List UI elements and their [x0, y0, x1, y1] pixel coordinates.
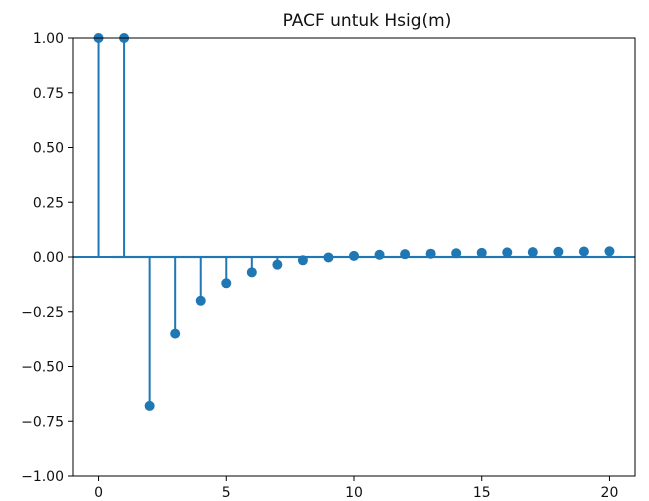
pacf-point — [476, 247, 487, 258]
x-tick-label: 0 — [94, 485, 103, 501]
pacf-point — [425, 248, 436, 259]
pacf-point — [144, 400, 155, 411]
pacf-point — [502, 247, 513, 258]
pacf-point — [604, 246, 615, 257]
pacf-point — [323, 252, 334, 263]
pacf-point — [195, 295, 206, 306]
y-tick-label: 0.75 — [33, 86, 64, 102]
pacf-point — [246, 267, 257, 278]
y-tick-label: −0.50 — [21, 360, 64, 376]
y-tick-label: −0.25 — [21, 305, 64, 321]
pacf-point — [578, 246, 589, 257]
y-tick-label: −0.75 — [21, 414, 64, 430]
pacf-point — [451, 248, 462, 259]
x-tick-label: 5 — [222, 485, 231, 501]
pacf-point — [297, 255, 308, 266]
chart-title: PACF untuk Hsig(m) — [283, 11, 452, 31]
y-tick-label: 0.50 — [33, 141, 64, 157]
pacf-point — [400, 249, 411, 260]
pacf-point — [374, 249, 385, 260]
pacf-point — [221, 278, 232, 289]
x-tick-label: 10 — [345, 485, 363, 501]
marker-layer — [93, 33, 615, 411]
pacf-point — [349, 250, 359, 261]
x-axis-ticks: 0 5 10 15 20 — [94, 476, 618, 501]
x-tick-label: 20 — [601, 485, 619, 501]
stem-layer — [97, 38, 611, 406]
pacf-point — [272, 259, 283, 270]
y-tick-label: 0.00 — [33, 250, 64, 266]
y-tick-label: 0.25 — [33, 195, 64, 211]
y-tick-label: −1.00 — [21, 469, 64, 485]
pacf-point — [553, 246, 564, 257]
pacf-point — [170, 328, 181, 339]
y-tick-label: 1.00 — [33, 31, 64, 47]
x-tick-label: 15 — [473, 485, 491, 501]
pacf-point — [527, 247, 538, 258]
y-axis-ticks: 1.00 0.75 0.50 0.25 0.00 −0.25 −0.50 −0.75 −1.00 — [21, 31, 73, 485]
